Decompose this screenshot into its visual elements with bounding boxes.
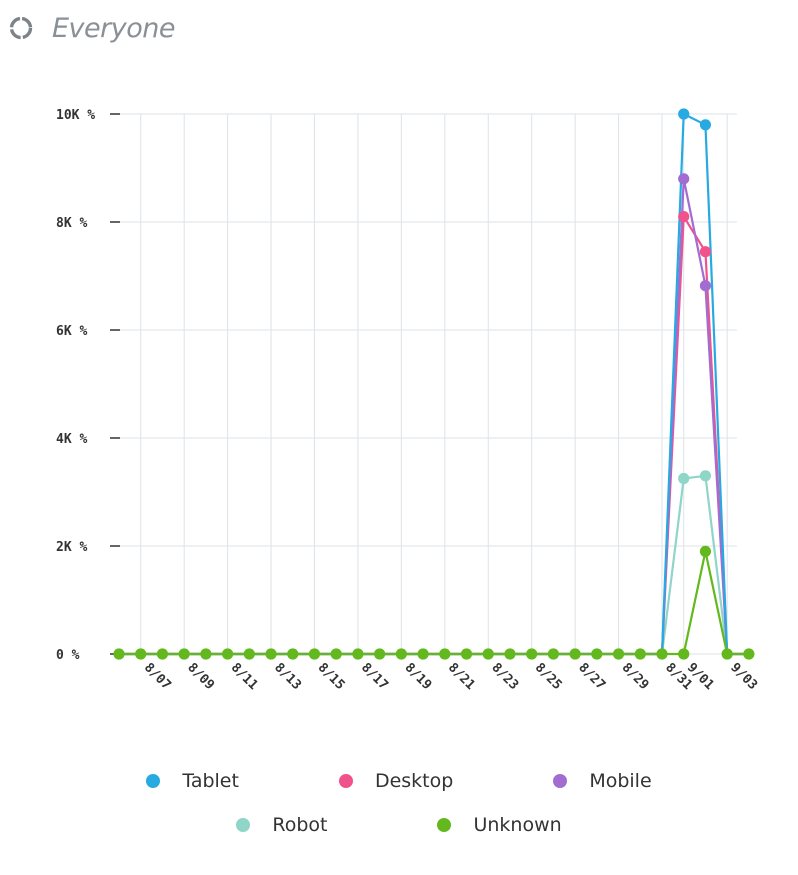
legend-item-desktop[interactable]: Desktop (338, 770, 454, 792)
series-line-unknown (119, 550, 749, 656)
data-point-unknown (222, 648, 234, 660)
y-tick-label: 6K % (56, 324, 87, 339)
series-line-tablet (119, 112, 749, 656)
legend-row: Robot Unknown (0, 814, 798, 836)
legend-swatch (553, 774, 568, 788)
x-tick-label: 8/25 (532, 660, 565, 693)
data-point-unknown (439, 648, 451, 660)
x-tick-label: 9/03 (727, 660, 760, 693)
series-line-desktop (119, 215, 749, 656)
line-chart: 0 % 2K % 4K % 6K % 8K % 10K % 8/07 8/09 8/11 8/13… (56, 108, 760, 693)
legend-label: Tablet (182, 770, 239, 792)
data-point-tablet (678, 108, 690, 120)
data-point-unknown (743, 648, 755, 660)
legend-swatch (236, 818, 251, 832)
series-line-robot (119, 474, 749, 656)
data-point-desktop (699, 246, 712, 258)
legend-label: Mobile (589, 770, 652, 792)
data-point-unknown (504, 648, 516, 660)
y-tick-label: 8K % (56, 216, 87, 231)
y-tick-label: 10K % (56, 108, 95, 123)
legend-item-tablet[interactable]: Tablet (146, 770, 239, 792)
data-point-unknown (656, 648, 668, 660)
data-point-unknown (526, 648, 538, 660)
data-point-unknown (200, 648, 212, 660)
x-tick-label: 8/11 (228, 660, 261, 693)
legend-label: Robot (272, 814, 328, 836)
data-point-unknown (417, 648, 429, 660)
chart-legend: Tablet Desktop Mobile Robot Unknown (0, 770, 798, 858)
y-tick-label: 2K % (56, 540, 87, 555)
data-point-unknown (330, 648, 342, 660)
data-point-unknown (287, 648, 299, 660)
y-tick-label: 4K % (56, 432, 87, 447)
data-point-robot (699, 470, 712, 482)
data-point-unknown (243, 648, 255, 660)
data-point-mobile (678, 173, 690, 185)
data-point-unknown (634, 648, 646, 660)
data-point-unknown (265, 648, 277, 660)
data-point-unknown (591, 648, 603, 660)
data-point-unknown (156, 648, 169, 660)
data-point-mobile (699, 280, 712, 292)
series-line-mobile (119, 177, 749, 656)
x-tick-label: 8/09 (184, 660, 217, 693)
x-tick-label: 8/21 (445, 660, 478, 693)
data-point-desktop (678, 211, 690, 223)
data-point-unknown (135, 648, 147, 660)
x-tick-label: 8/07 (141, 660, 174, 693)
data-point-unknown (308, 648, 321, 660)
x-tick-label: 8/23 (488, 660, 521, 693)
loading-ring-icon (9, 16, 33, 40)
x-tick-label: 8/29 (619, 660, 652, 693)
chart-header: Everyone (8, 10, 175, 46)
x-tick-label: 8/27 (575, 660, 608, 693)
legend-item-robot[interactable]: Robot (236, 814, 327, 836)
data-point-unknown (460, 648, 473, 660)
x-tick-label: 8/13 (271, 660, 304, 693)
chart-title: Everyone (52, 12, 175, 44)
x-tick-label: 8/17 (358, 660, 391, 693)
x-tick-label: 8/19 (402, 660, 435, 693)
data-point-unknown (178, 648, 190, 660)
data-point-unknown (113, 648, 125, 660)
legend-swatch (437, 818, 452, 832)
legend-swatch (338, 774, 353, 788)
data-point-tablet (699, 119, 712, 131)
legend-row: Tablet Desktop Mobile (0, 770, 798, 792)
legend-label: Desktop (374, 770, 454, 792)
x-tick-label: 8/15 (315, 660, 348, 693)
data-point-unknown (721, 648, 733, 660)
legend-item-unknown[interactable]: Unknown (437, 814, 562, 836)
data-point-unknown (547, 648, 560, 660)
legend-item-mobile[interactable]: Mobile (553, 770, 652, 792)
data-point-unknown (374, 648, 386, 660)
data-point-unknown (395, 648, 407, 660)
data-point-unknown (569, 648, 581, 660)
legend-label: Unknown (473, 814, 562, 836)
y-tick-label: 0 % (56, 648, 80, 663)
data-point-unknown (678, 648, 690, 660)
data-point-unknown (352, 648, 364, 660)
data-point-robot (678, 472, 690, 485)
data-point-unknown (612, 648, 625, 660)
data-point-unknown (699, 545, 712, 558)
legend-swatch (146, 774, 161, 788)
data-point-unknown (482, 648, 494, 660)
